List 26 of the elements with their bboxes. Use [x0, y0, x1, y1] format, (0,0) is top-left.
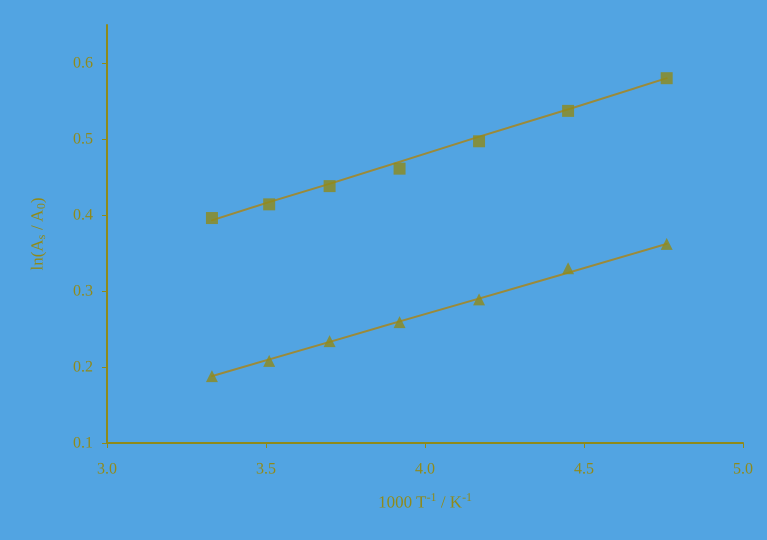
y-tick-label: 0.5 [73, 130, 93, 148]
y-axis-title: ln(As / A0) [28, 198, 48, 270]
x-tick-label: 4.0 [415, 460, 435, 478]
point [206, 370, 218, 382]
point [562, 104, 574, 117]
y-tick-label: 0.4 [73, 206, 93, 224]
point [660, 238, 673, 250]
x-tick-label: 3.0 [97, 460, 117, 478]
point [473, 293, 486, 306]
point [394, 316, 406, 328]
point [324, 180, 336, 192]
x-tick-label: 3.5 [256, 460, 276, 478]
x-tick-label: 5.0 [733, 460, 753, 478]
x-tick-label: 4.5 [574, 460, 594, 478]
y-tick-label: 0.3 [73, 282, 93, 300]
point [206, 212, 218, 224]
y-tick-label: 0.6 [73, 54, 93, 72]
y-tick-label: 0.2 [73, 358, 93, 376]
point [263, 354, 276, 367]
y-tick-label: 0.1 [73, 434, 93, 452]
point [324, 335, 336, 348]
point [473, 135, 486, 148]
point [660, 72, 673, 84]
point [562, 262, 574, 274]
point [263, 198, 276, 210]
point [394, 162, 406, 175]
